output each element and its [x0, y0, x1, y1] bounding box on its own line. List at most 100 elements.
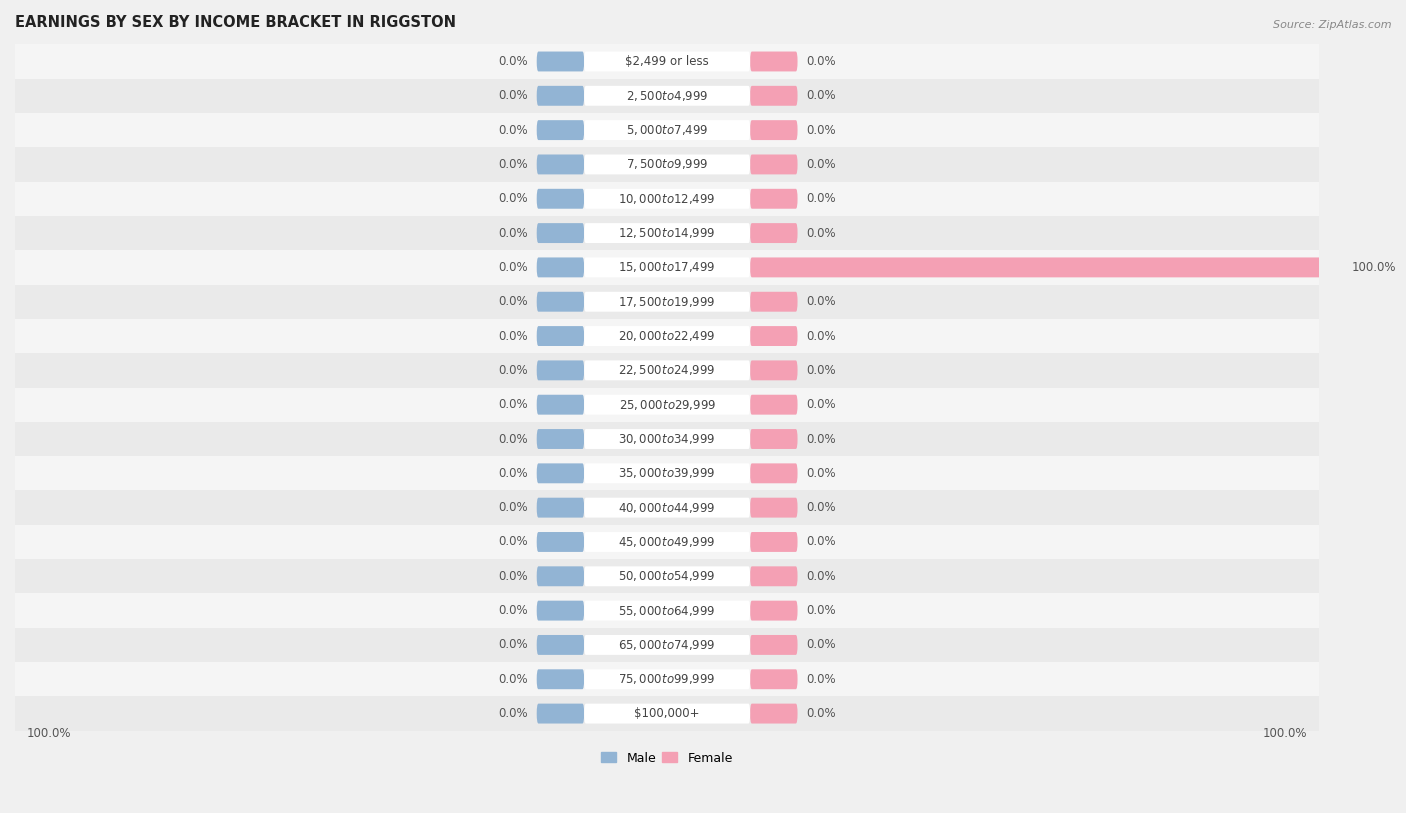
FancyBboxPatch shape [537, 189, 583, 209]
Text: $45,000 to $49,999: $45,000 to $49,999 [619, 535, 716, 549]
FancyBboxPatch shape [537, 86, 583, 106]
Text: 0.0%: 0.0% [807, 638, 837, 651]
Text: 0.0%: 0.0% [807, 89, 837, 102]
Text: $50,000 to $54,999: $50,000 to $54,999 [619, 569, 716, 583]
Text: $35,000 to $39,999: $35,000 to $39,999 [619, 467, 716, 480]
FancyBboxPatch shape [751, 567, 797, 586]
Bar [15, 628, 1319, 662]
Bar [15, 45, 1319, 79]
FancyBboxPatch shape [751, 326, 797, 346]
Text: 0.0%: 0.0% [807, 536, 837, 549]
Text: $12,500 to $14,999: $12,500 to $14,999 [619, 226, 716, 240]
Text: 0.0%: 0.0% [498, 604, 527, 617]
Text: EARNINGS BY SEX BY INCOME BRACKET IN RIGGSTON: EARNINGS BY SEX BY INCOME BRACKET IN RIG… [15, 15, 456, 30]
Text: $40,000 to $44,999: $40,000 to $44,999 [619, 501, 716, 515]
FancyBboxPatch shape [537, 429, 583, 449]
FancyBboxPatch shape [751, 189, 797, 209]
FancyBboxPatch shape [537, 258, 583, 277]
FancyBboxPatch shape [583, 223, 751, 243]
FancyBboxPatch shape [583, 292, 751, 311]
Text: 0.0%: 0.0% [807, 467, 837, 480]
Text: 0.0%: 0.0% [498, 158, 527, 171]
FancyBboxPatch shape [583, 429, 751, 449]
Bar [15, 353, 1319, 388]
Bar [15, 147, 1319, 181]
Text: 0.0%: 0.0% [807, 124, 837, 137]
Text: 0.0%: 0.0% [807, 55, 837, 68]
FancyBboxPatch shape [583, 567, 751, 586]
FancyBboxPatch shape [537, 635, 583, 655]
Bar [15, 422, 1319, 456]
Text: 0.0%: 0.0% [807, 672, 837, 685]
FancyBboxPatch shape [583, 703, 751, 724]
Text: 0.0%: 0.0% [807, 570, 837, 583]
Bar [15, 319, 1319, 353]
FancyBboxPatch shape [583, 86, 751, 106]
FancyBboxPatch shape [751, 532, 797, 552]
FancyBboxPatch shape [583, 326, 751, 346]
Text: $15,000 to $17,499: $15,000 to $17,499 [619, 260, 716, 275]
Text: $55,000 to $64,999: $55,000 to $64,999 [619, 603, 716, 618]
FancyBboxPatch shape [537, 120, 583, 140]
FancyBboxPatch shape [583, 395, 751, 415]
Text: 0.0%: 0.0% [498, 261, 527, 274]
FancyBboxPatch shape [537, 51, 583, 72]
Bar [15, 113, 1319, 147]
Bar [15, 525, 1319, 559]
FancyBboxPatch shape [583, 498, 751, 518]
FancyBboxPatch shape [583, 635, 751, 655]
Text: $20,000 to $22,499: $20,000 to $22,499 [619, 329, 716, 343]
FancyBboxPatch shape [583, 120, 751, 140]
FancyBboxPatch shape [537, 154, 583, 175]
FancyBboxPatch shape [751, 120, 797, 140]
Bar [15, 697, 1319, 731]
Text: 0.0%: 0.0% [807, 158, 837, 171]
Bar [15, 593, 1319, 628]
Bar [15, 79, 1319, 113]
Text: 0.0%: 0.0% [498, 501, 527, 514]
Text: 0.0%: 0.0% [498, 536, 527, 549]
FancyBboxPatch shape [537, 292, 583, 311]
FancyBboxPatch shape [537, 360, 583, 380]
Legend: Male, Female: Male, Female [596, 746, 738, 770]
Text: 0.0%: 0.0% [498, 89, 527, 102]
FancyBboxPatch shape [537, 601, 583, 620]
Text: 0.0%: 0.0% [807, 329, 837, 342]
FancyBboxPatch shape [583, 601, 751, 620]
FancyBboxPatch shape [751, 86, 797, 106]
FancyBboxPatch shape [537, 395, 583, 415]
Text: $17,500 to $19,999: $17,500 to $19,999 [619, 295, 716, 309]
Text: 0.0%: 0.0% [498, 672, 527, 685]
Text: $10,000 to $12,499: $10,000 to $12,499 [619, 192, 716, 206]
Bar [15, 388, 1319, 422]
Text: 0.0%: 0.0% [498, 192, 527, 205]
Text: 0.0%: 0.0% [498, 467, 527, 480]
Text: 0.0%: 0.0% [498, 433, 527, 446]
Bar [15, 181, 1319, 216]
Text: $2,500 to $4,999: $2,500 to $4,999 [626, 89, 709, 102]
FancyBboxPatch shape [751, 258, 1343, 277]
Text: $30,000 to $34,999: $30,000 to $34,999 [619, 432, 716, 446]
Text: Source: ZipAtlas.com: Source: ZipAtlas.com [1274, 20, 1392, 30]
Text: $65,000 to $74,999: $65,000 to $74,999 [619, 638, 716, 652]
FancyBboxPatch shape [583, 532, 751, 552]
FancyBboxPatch shape [751, 154, 797, 175]
FancyBboxPatch shape [583, 258, 751, 277]
Bar [15, 662, 1319, 697]
Text: $25,000 to $29,999: $25,000 to $29,999 [619, 398, 716, 411]
Text: 0.0%: 0.0% [807, 295, 837, 308]
Text: 0.0%: 0.0% [807, 364, 837, 377]
Bar [15, 490, 1319, 525]
FancyBboxPatch shape [751, 429, 797, 449]
Text: 0.0%: 0.0% [807, 398, 837, 411]
FancyBboxPatch shape [537, 463, 583, 483]
Text: 0.0%: 0.0% [807, 227, 837, 240]
Text: $100,000+: $100,000+ [634, 707, 700, 720]
Text: 0.0%: 0.0% [498, 124, 527, 137]
FancyBboxPatch shape [751, 223, 797, 243]
Bar [15, 250, 1319, 285]
FancyBboxPatch shape [751, 360, 797, 380]
Text: $22,500 to $24,999: $22,500 to $24,999 [619, 363, 716, 377]
FancyBboxPatch shape [751, 703, 797, 724]
Text: 100.0%: 100.0% [27, 727, 72, 740]
